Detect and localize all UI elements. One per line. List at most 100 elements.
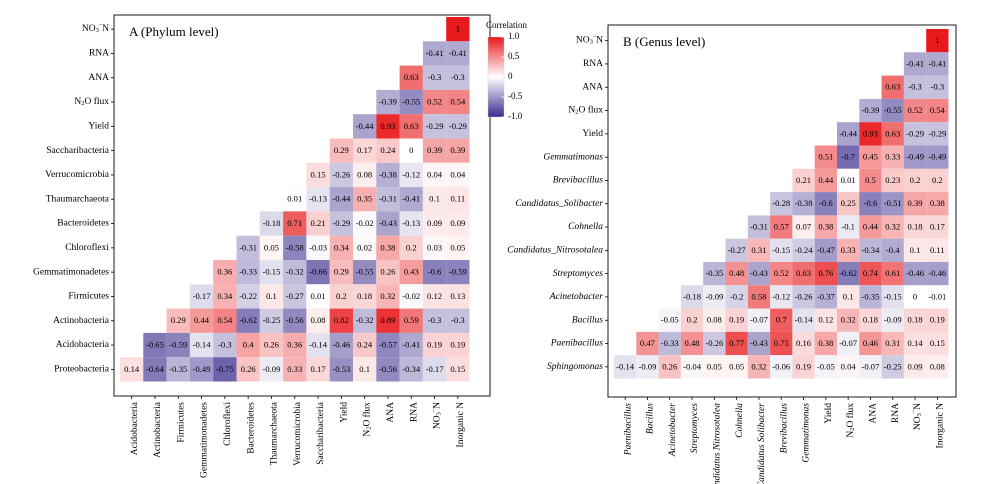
- cell-value-label: 0.19: [796, 361, 811, 371]
- heatmap-cell: [283, 187, 307, 212]
- cell-value-label: 0.08: [311, 315, 326, 325]
- cell-value-label: -0.43: [379, 218, 397, 228]
- cell-value-label: -0.3: [451, 315, 465, 325]
- cell-value-label: -0.65: [146, 340, 164, 350]
- heatmap-cell: [725, 308, 748, 332]
- heatmap-cell: [120, 357, 144, 382]
- cell-value-label: 0.19: [427, 340, 442, 350]
- heatmap-cell: [881, 308, 904, 332]
- cell-value-label: -0.44: [839, 128, 858, 138]
- cell-value-label: 0.44: [863, 222, 879, 232]
- cell-value-label: -0.07: [839, 338, 858, 348]
- cell-value-label: 0.01: [287, 194, 302, 204]
- cell-value-label: 0.32: [885, 222, 900, 232]
- cell-value-label: -0.31: [750, 222, 768, 232]
- heatmap-cell: [422, 162, 447, 188]
- cell-value-label: -0.38: [795, 198, 813, 208]
- heatmap-cell: [283, 308, 307, 333]
- heatmap-cell: [926, 122, 949, 146]
- row-label: Candidatus_Nitrosotalea: [507, 246, 603, 256]
- panel-frame: [607, 24, 957, 398]
- heatmap-cell: [837, 145, 860, 169]
- cell-value-label: 0.39: [450, 145, 465, 155]
- heatmap-cell: [926, 308, 949, 332]
- heatmap-cell: [306, 308, 330, 333]
- cell-value-label: 0.61: [885, 268, 900, 278]
- cell-value-label: -0.12: [402, 169, 420, 179]
- cell-value-label: 0.58: [751, 291, 766, 301]
- cell-value-label: -0.07: [861, 361, 880, 371]
- heatmap-cell: [446, 89, 470, 115]
- cell-value-label: -0.04: [683, 361, 702, 371]
- heatmap-cell: [446, 41, 470, 66]
- heatmap-cell: [903, 238, 927, 262]
- heatmap-cell: [747, 262, 771, 286]
- cell-value-label: 0.63: [404, 121, 419, 131]
- cell-value-label: 0.08: [707, 315, 722, 325]
- cell-value-label: 0.23: [885, 175, 900, 185]
- row-label: Gemmatimonadetes: [33, 267, 109, 277]
- cell-value-label: -0.14: [309, 340, 328, 350]
- cell-value-label: 0.1: [266, 291, 277, 301]
- heatmap-cell: [236, 235, 260, 260]
- heatmap-cell: [725, 285, 748, 309]
- heatmap-cell: [747, 331, 771, 356]
- cell-value-label: 0.21: [796, 175, 811, 185]
- cell-value-label: 0.32: [380, 291, 395, 301]
- heatmap-cell: [747, 308, 771, 332]
- heatmap-cell: [814, 145, 837, 169]
- cell-value-label: 0.03: [427, 242, 442, 252]
- column-label: Firmicutes: [176, 402, 186, 443]
- cell-value-label: -0.58: [286, 242, 304, 252]
- cell-value-label: 0.39: [427, 145, 442, 155]
- cell-value-label: 0.2: [687, 315, 698, 325]
- heatmap-cell: [837, 285, 860, 309]
- cell-value-label: -0.09: [705, 291, 723, 301]
- panel-frame: [113, 14, 491, 397]
- heatmap-cell: [446, 187, 470, 212]
- cell-value-label: 0.89: [380, 315, 395, 325]
- cell-value-label: -0.17: [426, 364, 445, 374]
- cell-value-label: -0.41: [449, 48, 467, 58]
- cell-value-label: -0.25: [884, 361, 902, 371]
- cell-value-label: 0.44: [194, 315, 210, 325]
- cell-value-label: 0.18: [863, 315, 878, 325]
- row-label: Yield: [582, 129, 603, 139]
- heatmap-cell: [376, 260, 400, 285]
- cell-value-label: -0.59: [169, 340, 187, 350]
- column-label: Brevibacillus: [779, 403, 789, 454]
- heatmap-cell: [837, 238, 860, 262]
- cell-value-label: -0.29: [906, 128, 924, 138]
- cell-value-label: -0.18: [262, 218, 280, 228]
- heatmap-cell: [926, 168, 949, 193]
- legend-tick-label: 0: [508, 71, 513, 81]
- column-label: Streptomyces: [690, 403, 700, 454]
- heatmap-cell: [399, 357, 423, 382]
- cell-value-label: -0.47: [817, 245, 836, 255]
- heatmap-cell: [353, 211, 377, 236]
- heatmap-cell: [306, 284, 330, 309]
- cell-value-label: -0.06: [772, 361, 791, 371]
- heatmap-cell: [814, 192, 837, 216]
- column-label: Chloroflexi: [222, 402, 233, 446]
- column-label: Actinobacteria: [153, 401, 163, 458]
- row-label: N2O flux: [568, 105, 603, 116]
- heatmap-cell: [236, 284, 260, 309]
- cell-value-label: -0.09: [638, 361, 656, 371]
- heatmap-cell: [725, 355, 748, 379]
- cell-value-label: 0.17: [311, 364, 327, 374]
- cell-value-label: -0.55: [356, 267, 374, 277]
- cell-value-label: 0.01: [841, 175, 856, 185]
- heatmap-cell: [376, 162, 400, 188]
- column-label: Gemmatimonas: [802, 403, 812, 463]
- cell-value-label: 0.36: [287, 340, 303, 350]
- heatmap-cell: [329, 162, 353, 188]
- cell-value-label: 0.59: [404, 315, 419, 325]
- column-label: RNA: [409, 402, 419, 422]
- heatmap-cell: [926, 192, 949, 216]
- heatmap-cell: [213, 357, 237, 382]
- cell-value-label: -0.27: [286, 291, 305, 301]
- cell-value-label: 0.43: [404, 267, 419, 277]
- heatmap-cell: [747, 215, 771, 239]
